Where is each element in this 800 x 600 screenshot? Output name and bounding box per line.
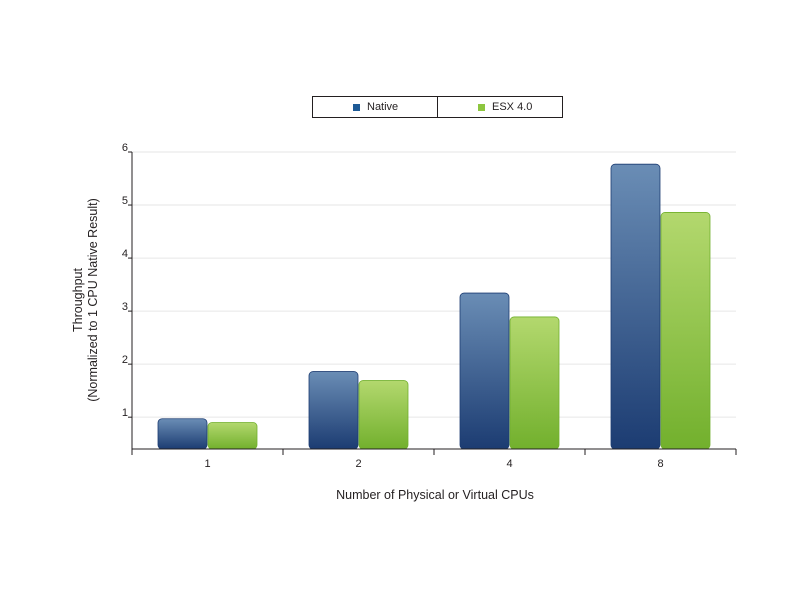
legend-label-native: Native [367,101,399,113]
y-tick-label: 5 [122,195,128,207]
y-axis-title-line: (Normalized to 1 CPU Native Result) [86,198,100,402]
legend: Native ESX 4.0 [312,96,563,118]
bar-native [610,163,661,450]
x-tick-label: 2 [355,458,361,470]
bar-esx [207,422,258,450]
y-tick-label: 1 [122,407,128,419]
bar-esx [509,316,560,450]
y-tick-label: 2 [122,354,128,366]
y-axis-title-line: Throughput [71,268,85,332]
x-tick-label: 4 [506,458,512,470]
x-axis-title: Number of Physical or Virtual CPUs [336,488,534,502]
legend-label-esx: ESX 4.0 [492,101,533,113]
bar-esx [358,380,409,450]
y-tick-label: 3 [122,301,128,313]
legend-swatch-esx [478,103,485,111]
y-tick-label: 4 [122,248,128,260]
bar-native [459,292,510,450]
y-axis-title: Throughput(Normalized to 1 CPU Native Re… [71,198,100,402]
x-tick-label: 8 [657,458,663,470]
x-tick-label: 1 [204,458,210,470]
bar-native [157,418,208,450]
y-tick-label: 6 [122,142,128,154]
legend-item-native: Native [313,97,437,117]
legend-item-esx: ESX 4.0 [437,97,562,117]
bar-native [308,371,359,450]
bar-esx [660,212,711,450]
legend-swatch-native [353,103,360,111]
